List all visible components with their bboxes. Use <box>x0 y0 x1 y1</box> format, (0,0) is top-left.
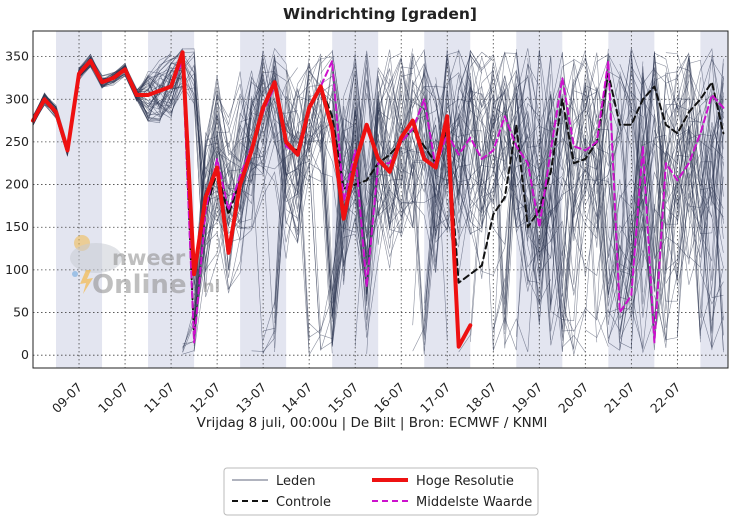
x-tick-label: 17-07 <box>417 380 453 416</box>
legend-label: Controle <box>276 495 331 510</box>
legend-label: Middelste Waarde <box>416 495 532 510</box>
ensemble-member-line <box>493 58 598 351</box>
x-tick-label: 18-07 <box>463 380 499 416</box>
ensemble-member-line <box>435 48 563 278</box>
ensemble-member-line <box>193 64 310 344</box>
ensemble-member-line <box>331 49 425 345</box>
ensemble-member-line <box>366 48 413 338</box>
x-tick-label: 22-07 <box>647 380 683 416</box>
ensemble-member-line <box>274 75 506 250</box>
ensemble-member-line <box>562 51 690 351</box>
chart-subtitle: Vrijdag 8 juli, 00:00u | De Bilt | Bron:… <box>197 415 548 431</box>
ensemble-member-line <box>285 97 321 209</box>
x-tick-label: 13-07 <box>233 380 269 416</box>
ensemble-member-line <box>193 54 321 351</box>
highlight-series <box>31 50 725 349</box>
cloud-icon <box>70 243 122 273</box>
ensemble-member-line <box>193 55 575 346</box>
ensemble-member-line <box>423 55 609 315</box>
ensemble-member-line <box>458 54 724 350</box>
legend-label: Hoge Resolutie <box>416 474 514 489</box>
ensemble-member-line <box>700 152 724 321</box>
lightning-icon <box>80 270 93 294</box>
y-tick-label: 50 <box>13 305 29 320</box>
y-tick-label: 300 <box>5 91 29 106</box>
y-tick-label: 0 <box>21 347 29 362</box>
ensemble-member-line <box>585 58 609 94</box>
ensemble-member-line <box>193 49 552 285</box>
series-line-hoge-resolutie <box>31 50 473 349</box>
ensemble-member-line <box>285 53 390 275</box>
ensemble-member-line <box>320 57 333 74</box>
ensemble-member-line <box>320 85 448 340</box>
ensemble-member-line <box>262 302 275 341</box>
ensemble-member-line <box>193 70 321 328</box>
plot-area: nweer Online .nl <box>31 30 729 369</box>
ensemble-member-line <box>193 47 310 340</box>
y-tick-label: 100 <box>5 262 29 277</box>
x-tick-label: 12-07 <box>187 380 223 416</box>
ensemble-member-line <box>331 48 609 348</box>
ensemble-member-line <box>377 57 724 349</box>
x-tick-label: 15-07 <box>325 380 361 416</box>
raindrop-icon <box>72 271 78 277</box>
y-axis-ticks: 0 50 100 150 200 250 300 350 <box>5 49 29 363</box>
x-tick-label: 16-07 <box>371 380 407 416</box>
y-tick-label: 250 <box>5 134 29 149</box>
watermark-word2: Online <box>92 270 187 300</box>
watermark-logo: nweer Online .nl <box>70 235 220 300</box>
y-tick-label: 350 <box>5 49 29 64</box>
ensemble-member-line <box>470 61 713 342</box>
ensemble-member-line <box>654 51 724 351</box>
legend-label: Leden <box>276 474 316 489</box>
x-tick-label: 20-07 <box>555 380 591 416</box>
ensemble-member-line <box>562 335 586 353</box>
ensemble-member-line <box>677 116 724 337</box>
chart-title: Windrichting [graden] <box>283 5 477 23</box>
ensemble-member-line <box>308 323 321 335</box>
ensemble-member-line <box>263 328 275 332</box>
ensemble-member-line <box>423 51 724 341</box>
ensemble-member-line <box>435 52 724 355</box>
legend: Leden Hoge Resolutie Controle Middelste Waa… <box>223 467 539 516</box>
watermark-suffix: .nl <box>196 277 220 297</box>
ensemble-member-line <box>193 78 367 338</box>
ensemble-member-line <box>412 56 724 318</box>
x-tick-label: 10-07 <box>95 380 131 416</box>
x-tick-label: 11-07 <box>141 380 177 416</box>
y-tick-label: 200 <box>5 177 29 192</box>
ensemble-member-line <box>711 126 724 161</box>
ensemble-member-line <box>412 327 425 352</box>
ensemble-member-line <box>596 316 609 347</box>
x-tick-label: 09-07 <box>49 380 85 416</box>
plot-frame <box>32 30 729 369</box>
x-tick-label: 14-07 <box>279 380 315 416</box>
ensemble-member-line <box>608 342 620 351</box>
ensemble-member-line <box>331 93 724 353</box>
y-tick-label: 150 <box>5 219 29 234</box>
ensemble-member-line <box>516 49 667 295</box>
ensemble-member-line <box>585 308 609 339</box>
ensemble-member-line <box>193 56 575 350</box>
ensemble-member-line <box>711 266 724 321</box>
x-axis-ticks: 09-07 10-07 11-07 12-07 13-07 14-07 15-07 16-07… <box>49 380 684 416</box>
watermark-word1: nweer <box>112 246 186 270</box>
legend-box <box>223 467 539 516</box>
x-tick-label: 19-07 <box>509 380 545 416</box>
x-tick-label: 21-07 <box>601 380 637 416</box>
